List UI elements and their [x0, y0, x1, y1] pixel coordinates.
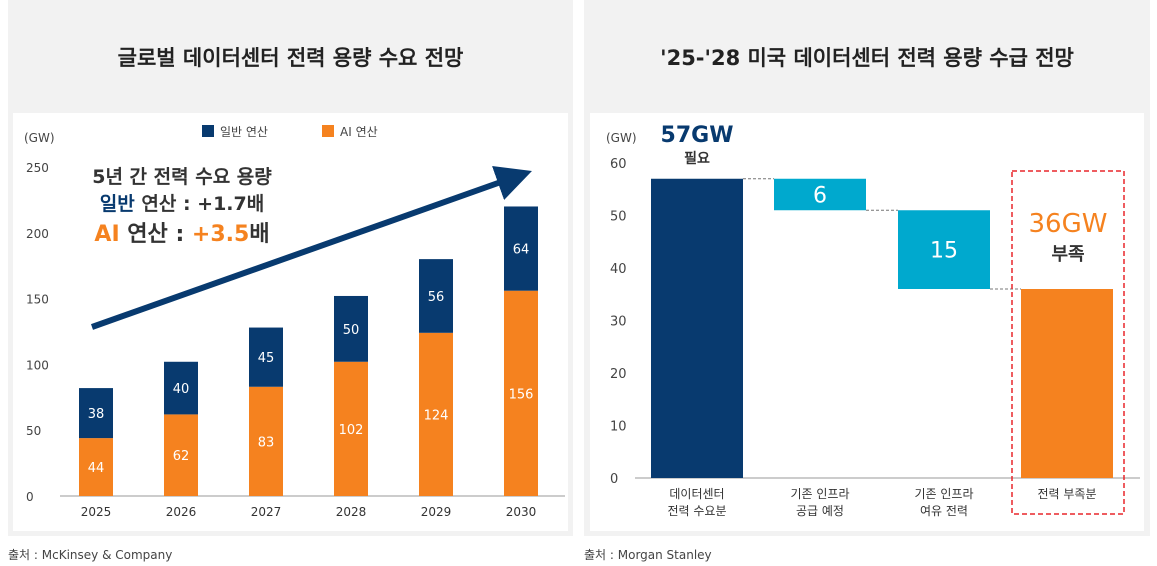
need-callout-label: 필요 [684, 150, 710, 167]
bar-label: 38 [88, 407, 105, 422]
bar-ai [419, 332, 453, 496]
legend-swatch [202, 125, 214, 137]
right-x-tick: 공급 예정 [796, 504, 844, 518]
left-x-tick: 2028 [336, 505, 367, 519]
waterfall-bar [651, 178, 743, 478]
bar-ai [79, 438, 113, 496]
waterfall-label: 15 [930, 239, 958, 264]
right-y-tick: 60 [610, 157, 627, 172]
right-y-tick: 0 [610, 472, 618, 487]
bar-general [164, 361, 198, 415]
left-x-tick: 2030 [506, 505, 537, 519]
right-x-tick: 기존 인프라 [914, 487, 973, 501]
right-y-tick: 10 [610, 420, 627, 435]
bar-label: 102 [339, 423, 364, 438]
legend-label: AI 연산 [340, 125, 378, 139]
left-y-tick: 50 [26, 424, 41, 438]
left-y-tick: 100 [26, 358, 49, 372]
legend-label: 일반 연산 [220, 125, 268, 139]
short-callout-value: 36GW [1029, 209, 1108, 239]
bar-general [249, 327, 283, 387]
bar-ai [249, 386, 283, 496]
bar-label: 45 [258, 351, 275, 366]
right-x-tick: 전력 수요분 [667, 504, 726, 518]
bar-label: 56 [428, 290, 445, 305]
bar-label: 40 [173, 382, 190, 397]
left-title: 글로벌 데이터센터 전력 용량 수요 전망 [117, 46, 464, 70]
left-x-tick: 2026 [166, 505, 197, 519]
bar-general [504, 206, 538, 291]
annotation-line3: AI 연산 : +3.5배 [94, 222, 269, 247]
right-x-tick: 기존 인프라 [790, 487, 849, 501]
left-y-tick: 0 [26, 490, 34, 504]
left-x-tick: 2027 [251, 505, 282, 519]
bar-general [334, 295, 368, 362]
waterfall-bar [1021, 289, 1113, 478]
waterfall-bar [774, 178, 866, 211]
bar-label: 156 [509, 387, 534, 402]
right-title: '25-'28 미국 데이터센터 전력 용량 수급 전망 [660, 46, 1074, 70]
left-source: 출처 : McKinsey & Company [8, 548, 173, 562]
need-callout-value: 57GW [661, 123, 734, 148]
right-y-tick: 50 [610, 210, 627, 225]
bar-label: 83 [258, 435, 275, 450]
left-y-tick: 250 [26, 161, 49, 175]
bar-label: 64 [513, 243, 530, 258]
right-y-tick: 40 [610, 262, 627, 277]
trend-arrow-icon [90, 166, 532, 330]
bar-general [79, 388, 113, 439]
highlight-box [1011, 170, 1125, 515]
bar-label: 50 [343, 323, 360, 338]
legend-swatch [322, 125, 334, 137]
bar-ai [504, 290, 538, 496]
left-y-tick: 150 [26, 293, 49, 307]
bar-label: 124 [424, 408, 449, 423]
short-callout-label: 부족 [1051, 244, 1084, 265]
right-y-unit: (GW) [606, 131, 637, 145]
right-x-tick: 전력 부족분 [1037, 487, 1096, 501]
bar-general [419, 259, 453, 333]
left-y-unit: (GW) [24, 131, 55, 145]
bar-label: 44 [88, 461, 105, 476]
left-x-tick: 2025 [81, 505, 112, 519]
right-y-tick: 30 [610, 315, 627, 330]
waterfall-label: 6 [813, 184, 827, 209]
right-x-tick: 데이터센터 [669, 487, 724, 501]
right-y-tick: 20 [610, 367, 627, 382]
bar-ai [334, 361, 368, 496]
bar-ai [164, 414, 198, 496]
annotation-line2: 일반 연산 : +1.7배 [100, 193, 264, 215]
annotation-line1: 5년 간 전력 수요 용량 [92, 166, 272, 188]
bar-label: 62 [173, 449, 190, 464]
left-y-tick: 200 [26, 227, 49, 241]
waterfall-bar [898, 210, 990, 289]
left-x-tick: 2029 [421, 505, 452, 519]
right-source: 출처 : Morgan Stanley [584, 548, 712, 562]
right-x-tick: 여유 전력 [920, 504, 968, 518]
